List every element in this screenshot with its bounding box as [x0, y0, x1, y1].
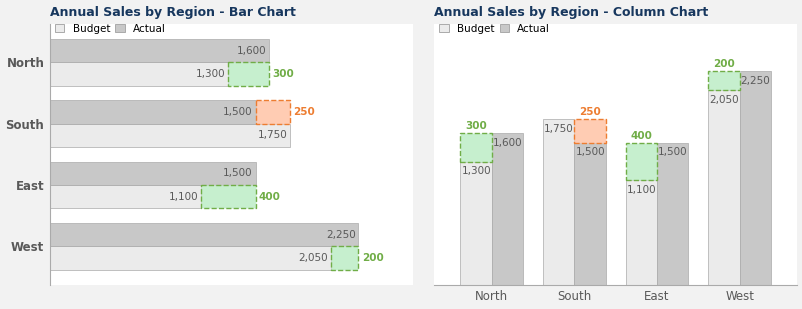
Bar — [656, 142, 687, 285]
Text: 200: 200 — [712, 59, 734, 70]
Bar — [460, 162, 492, 285]
Bar — [50, 162, 255, 185]
Text: 1,500: 1,500 — [223, 168, 253, 178]
Text: 1,750: 1,750 — [257, 130, 287, 140]
Text: 1,750: 1,750 — [543, 124, 573, 133]
Text: 1,600: 1,600 — [492, 138, 522, 148]
Bar — [50, 62, 228, 86]
Text: Annual Sales by Region - Column Chart: Annual Sales by Region - Column Chart — [434, 6, 707, 19]
Text: 250: 250 — [293, 107, 314, 117]
Bar — [50, 185, 200, 208]
Text: 300: 300 — [273, 69, 294, 79]
Text: 1,300: 1,300 — [196, 69, 225, 79]
Text: 1,500: 1,500 — [223, 107, 253, 117]
Bar — [50, 100, 255, 124]
Text: 2,050: 2,050 — [298, 253, 328, 263]
Bar — [739, 71, 770, 285]
Bar — [707, 90, 739, 285]
Bar — [573, 119, 605, 142]
Bar — [255, 100, 290, 124]
Text: 1,500: 1,500 — [657, 147, 687, 157]
Bar — [228, 62, 269, 86]
Bar — [50, 39, 269, 62]
Text: 2,250: 2,250 — [326, 230, 355, 240]
Text: 400: 400 — [630, 131, 651, 141]
Bar — [330, 246, 358, 269]
Text: 2,250: 2,250 — [739, 76, 769, 86]
Bar — [460, 133, 492, 162]
Text: 1,300: 1,300 — [461, 166, 490, 176]
Text: 200: 200 — [362, 253, 383, 263]
Bar — [50, 223, 358, 246]
Text: 1,100: 1,100 — [626, 185, 655, 195]
Text: 250: 250 — [578, 107, 600, 117]
Text: 300: 300 — [464, 121, 487, 131]
Text: 1,100: 1,100 — [168, 192, 198, 202]
Bar — [625, 142, 656, 180]
Text: 1,500: 1,500 — [574, 147, 604, 157]
Text: 2,050: 2,050 — [708, 95, 738, 105]
Text: 400: 400 — [259, 192, 281, 202]
Text: Annual Sales by Region - Bar Chart: Annual Sales by Region - Bar Chart — [50, 6, 295, 19]
Bar — [50, 246, 330, 269]
Bar — [573, 142, 605, 285]
Legend: Budget, Actual: Budget, Actual — [439, 24, 549, 34]
Bar — [625, 180, 656, 285]
Bar — [492, 133, 523, 285]
Bar — [707, 71, 739, 90]
Bar — [50, 124, 290, 147]
Bar — [542, 119, 573, 285]
Legend: Budget, Actual: Budget, Actual — [55, 24, 166, 34]
Bar — [200, 185, 255, 208]
Text: 1,600: 1,600 — [237, 46, 266, 56]
